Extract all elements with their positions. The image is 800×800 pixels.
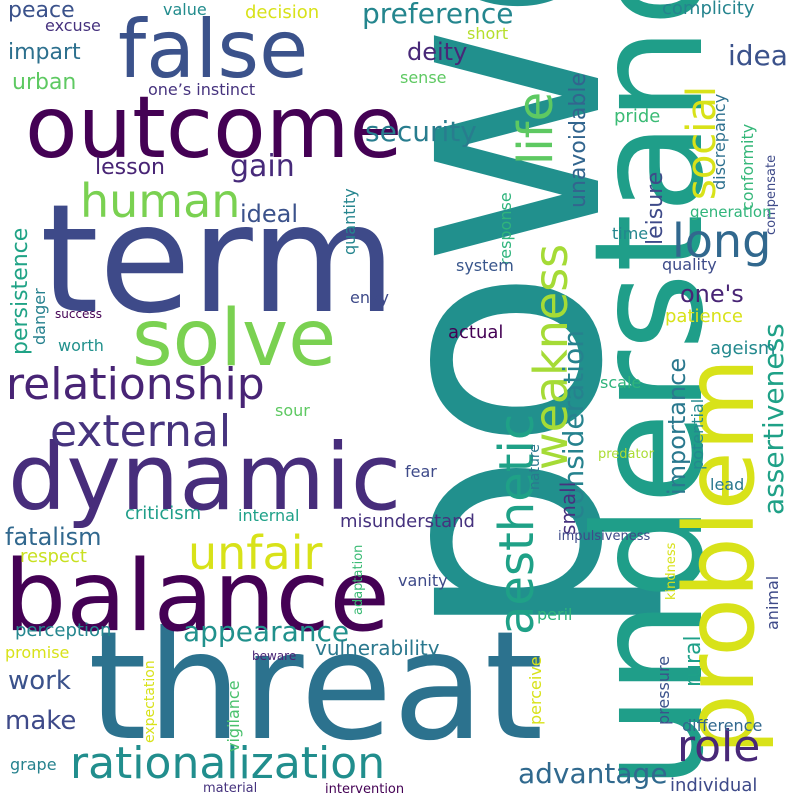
word-make: make (5, 706, 77, 736)
word-predator: predator (598, 447, 654, 462)
word-small: small (556, 481, 580, 535)
word-material: material (203, 781, 258, 796)
word-nature: nature (527, 444, 543, 490)
word-preference: preference (362, 0, 514, 30)
word-importance: importance (663, 357, 691, 495)
word-deity: deity (407, 38, 468, 66)
word-peril: peril (537, 605, 573, 624)
word-danger: danger (30, 288, 49, 345)
word-misunderstand: misunderstand (340, 511, 475, 532)
word-decision: decision (245, 2, 320, 23)
word-difference: difference (682, 716, 763, 735)
word-fatalism: fatalism (5, 523, 102, 551)
word-impulsiveness: impulsiveness (558, 529, 651, 544)
word-discrepancy: discrepancy (710, 93, 729, 190)
word-animal: animal (763, 575, 782, 630)
word-scale: scale (600, 373, 642, 392)
word-work: work (8, 666, 71, 696)
word-external: external (50, 406, 232, 457)
word-respect: respect (20, 546, 87, 567)
word-fear: fear (405, 462, 437, 481)
word-short: short (467, 24, 509, 43)
word-potential: potential (688, 398, 707, 470)
word-grape: grape (10, 755, 57, 774)
word-internal: internal (238, 506, 300, 525)
word-excuse: excuse (45, 16, 101, 35)
word-peace: peace (8, 0, 75, 23)
word-security: security (365, 115, 477, 148)
word-lesson: lesson (95, 155, 165, 180)
word-promise: promise (5, 643, 70, 662)
word-criticism: criticism (125, 503, 202, 524)
word-unfair: unfair (188, 526, 323, 580)
word-relationship: relationship (6, 359, 265, 410)
word-term: term (40, 173, 397, 347)
word-lead: lead (710, 475, 745, 494)
word-expectation: expectation (142, 660, 158, 743)
word-adaptation: adaptation (351, 544, 366, 615)
word-role: role (677, 721, 761, 772)
word-value: value (163, 0, 207, 19)
word-beware: beware (252, 649, 297, 663)
word-intervention: intervention (325, 782, 405, 797)
word-urban: urban (12, 70, 77, 95)
word-dynamic: dynamic (8, 424, 402, 531)
word-leisure: leisure (643, 171, 668, 245)
word-kindness: kindness (664, 542, 679, 600)
word-advantage: advantage (518, 757, 668, 790)
word-life: life (508, 91, 564, 165)
word-persistence: persistence (8, 227, 33, 355)
word-complicity: complicity (662, 0, 755, 19)
word-pride: pride (614, 106, 661, 127)
word-appearance: appearance (183, 615, 350, 648)
word-ageism: ageism (710, 338, 776, 359)
word-system: system (456, 256, 514, 275)
word-unavoidable: unavoidable (566, 72, 591, 208)
word-solve: solve (132, 294, 337, 384)
word-perception: perception (15, 620, 112, 641)
word-vulnerability: vulnerability (315, 636, 440, 660)
word-pressure: pressure (654, 655, 673, 725)
word-balance: balance (4, 540, 390, 654)
word-sense: sense (400, 68, 447, 87)
word-ideal: ideal (240, 200, 299, 228)
word-quality: quality (662, 255, 717, 274)
word-ones-instinct: one’s instinct (148, 80, 256, 99)
word-outcome: outcome (25, 78, 403, 178)
word-time: time (612, 224, 649, 243)
word-individual: individual (670, 775, 758, 796)
word-threat: threat (88, 600, 544, 774)
word-actual: actual (448, 322, 504, 343)
word-rationalization: rationalization (70, 738, 386, 789)
word-response: response (496, 192, 515, 265)
word-idea: idea (728, 39, 788, 72)
word-success: success (55, 307, 102, 321)
word-false: false (118, 3, 309, 96)
word-ones: one's (680, 280, 744, 308)
word-perceive: perceive (526, 656, 545, 725)
word-patience: patience (665, 306, 743, 327)
word-quantity: quantity (340, 188, 359, 255)
word-compensate: compensate (764, 154, 779, 235)
word-vanity: vanity (398, 571, 448, 590)
word-worth: worth (58, 336, 104, 355)
word-long: long (672, 214, 772, 268)
word-envy: envy (350, 288, 389, 307)
word-human: human (80, 174, 241, 228)
word-vigilance: vigilance (224, 680, 243, 752)
word-sour: sour (275, 401, 310, 420)
word-generation: generation (690, 203, 772, 221)
word-impart: impart (8, 40, 81, 65)
word-conformity: conformity (738, 123, 757, 210)
word-rural: rural (681, 635, 706, 687)
word-gain: gain (230, 149, 295, 184)
